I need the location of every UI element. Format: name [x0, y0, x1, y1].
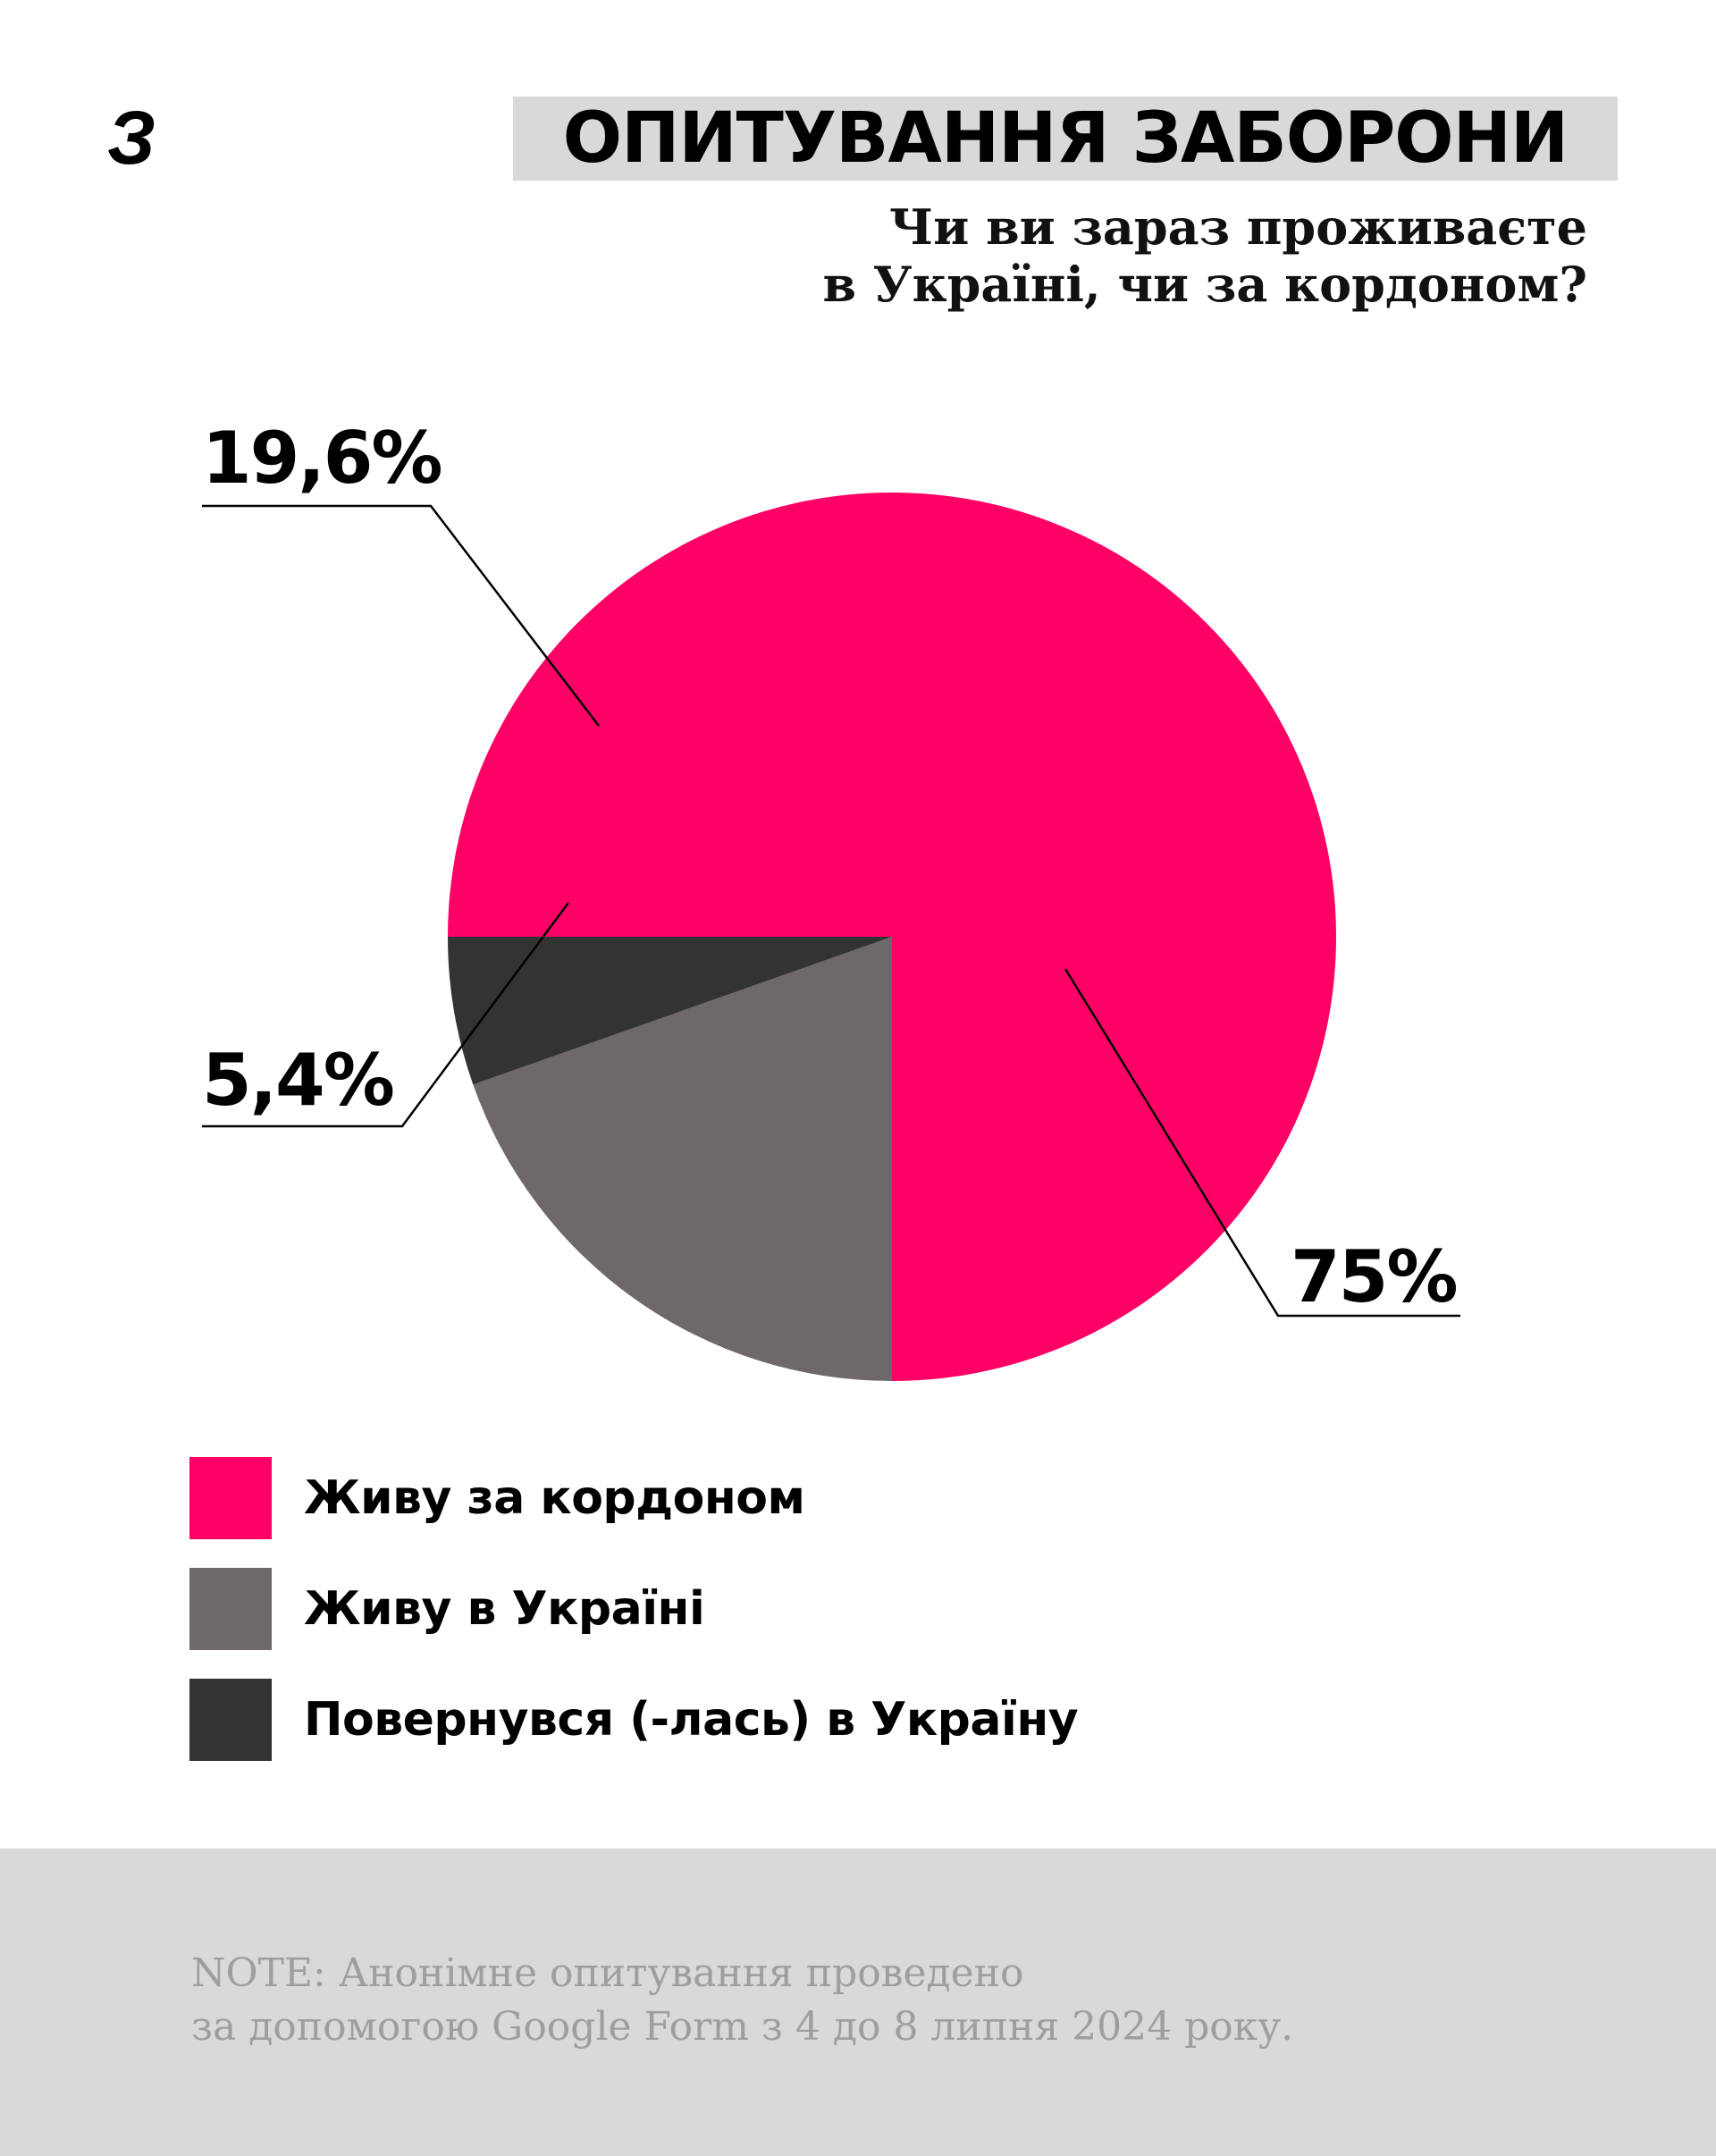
question-line-1: Чи ви зараз проживаєте [888, 198, 1587, 256]
pie-chart: 75% 19,6% 5,4% [202, 417, 1460, 1382]
legend-item-abroad: Живу за кордоном [189, 1457, 1078, 1539]
note-line-1: NOTE: Анонімне опитування проведено [191, 1950, 1024, 1996]
legend-swatch-abroad [189, 1457, 272, 1539]
leader-line-returned [202, 902, 570, 1128]
legend: Живу за кордоном Живу в Україні Повернув… [189, 1457, 1079, 1790]
legend-label-returned: Повернувся (-лась) в Україну [304, 1693, 1079, 1747]
legend-label-in-ukraine: Живу в Україні [304, 1582, 705, 1636]
label-in-ukraine: 19,6% [202, 417, 442, 500]
survey-note: NOTE: Анонімне опитування проведено за д… [191, 1947, 1293, 2054]
leader-line-abroad [1064, 968, 1460, 1318]
legend-label-abroad: Живу за кордоном [304, 1471, 805, 1525]
legend-swatch-in-ukraine [189, 1568, 272, 1650]
page-title: ОПИТУВАННЯ ЗАБОРОНИ [562, 98, 1569, 179]
slice-returned [448, 937, 892, 1085]
legend-swatch-returned [189, 1679, 272, 1761]
legend-item-returned: Повернувся (-лась) в Україну [189, 1679, 1079, 1761]
legend-item-in-ukraine: Живу в Україні [189, 1568, 1078, 1650]
logo: З [107, 96, 156, 180]
footer-band [0, 1849, 1716, 2156]
title-banner: ОПИТУВАННЯ ЗАБОРОНИ [513, 97, 1618, 181]
leader-line-in-ukraine [202, 504, 600, 727]
label-abroad: 75% [1291, 1235, 1456, 1318]
note-line-2: за допомогою Google Form з 4 до 8 липня … [191, 2004, 1294, 2050]
question-line-2: в Україні, чи за кордоном? [822, 256, 1587, 313]
label-returned: 5,4% [202, 1039, 393, 1122]
survey-question: Чи ви зараз проживаєте в Україні, чи за … [604, 198, 1587, 313]
slice-in-ukraine [473, 937, 892, 1382]
